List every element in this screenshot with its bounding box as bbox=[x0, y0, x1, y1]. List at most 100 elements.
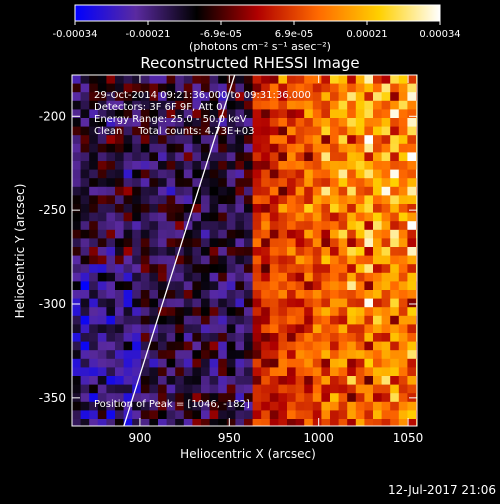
heatmap-cell bbox=[226, 169, 236, 179]
heatmap-cell bbox=[252, 152, 262, 162]
heatmap-cell bbox=[183, 161, 193, 170]
heatmap-cell bbox=[166, 393, 176, 403]
heatmap-cell bbox=[140, 221, 150, 231]
heatmap-cell bbox=[209, 358, 219, 368]
heatmap-cell bbox=[106, 333, 116, 342]
heatmap-cell bbox=[407, 298, 417, 308]
heatmap-cell bbox=[209, 126, 219, 136]
heatmap-cell bbox=[244, 298, 253, 308]
heatmap-cell bbox=[304, 358, 314, 368]
heatmap-cell bbox=[132, 109, 142, 119]
heatmap-cell bbox=[252, 401, 262, 411]
heatmap-cell bbox=[312, 135, 322, 145]
heatmap-cell bbox=[330, 264, 339, 274]
heatmap-cell bbox=[235, 143, 245, 153]
heatmap-cell bbox=[166, 143, 176, 153]
heatmap-cell bbox=[149, 358, 159, 368]
heatmap-cell bbox=[364, 350, 374, 360]
heatmap-cell bbox=[338, 298, 348, 308]
heatmap-cell bbox=[373, 178, 382, 188]
heatmap-cell bbox=[192, 238, 202, 248]
heatmap-cell bbox=[398, 204, 408, 213]
heatmap-cell bbox=[330, 401, 339, 411]
heatmap-cell bbox=[355, 212, 365, 222]
heatmap-cell bbox=[183, 100, 193, 110]
heatmap-cell bbox=[140, 83, 150, 93]
heatmap-cell bbox=[80, 315, 90, 325]
heatmap-cell bbox=[123, 238, 133, 248]
heatmap-cell bbox=[235, 204, 245, 213]
heatmap-cell bbox=[321, 401, 331, 411]
heatmap-cell bbox=[149, 229, 159, 239]
heatmap-cell bbox=[192, 204, 202, 213]
heatmap-cell bbox=[278, 307, 288, 317]
heatmap-cell bbox=[355, 264, 365, 274]
heatmap-cell bbox=[252, 247, 262, 256]
heatmap-cell bbox=[123, 281, 133, 291]
heatmap-cell bbox=[132, 178, 142, 188]
info-energy-range: Energy Range: 25.0 - 50.0 keV bbox=[94, 114, 247, 125]
heatmap-cell bbox=[261, 393, 271, 403]
heatmap-cell bbox=[364, 264, 374, 274]
heatmap-cell bbox=[192, 324, 202, 334]
heatmap-cell bbox=[269, 238, 279, 248]
heatmap-cell bbox=[183, 290, 193, 299]
heatmap-cell bbox=[304, 281, 314, 291]
heatmap-cell bbox=[338, 341, 348, 351]
heatmap-cell bbox=[304, 315, 314, 325]
heatmap-cell bbox=[407, 221, 417, 231]
heatmap-cell bbox=[252, 281, 262, 291]
heatmap-cell bbox=[321, 393, 331, 403]
heatmap-cell bbox=[287, 169, 296, 179]
heatmap-cell bbox=[132, 341, 142, 351]
heatmap-cell bbox=[166, 92, 176, 102]
heatmap-cell bbox=[175, 118, 185, 127]
heatmap-cell bbox=[80, 384, 90, 394]
heatmap-cell bbox=[140, 358, 150, 368]
heatmap-cell bbox=[132, 161, 142, 170]
heatmap-cell bbox=[287, 410, 296, 420]
heatmap-cell bbox=[183, 419, 193, 426]
heatmap-cell bbox=[175, 221, 185, 231]
heatmap-cell bbox=[287, 247, 296, 256]
heatmap-cell bbox=[97, 161, 107, 170]
heatmap-cell bbox=[166, 384, 176, 394]
heatmap-cell bbox=[321, 238, 331, 248]
heatmap-cell bbox=[295, 186, 305, 196]
heatmap-cell bbox=[218, 419, 228, 426]
heatmap-cell bbox=[295, 152, 305, 162]
heatmap-cell bbox=[347, 333, 357, 342]
heatmap-cell bbox=[209, 255, 219, 265]
heatmap-cell bbox=[201, 290, 210, 299]
heatmap-cell bbox=[244, 367, 253, 377]
heatmap-cell bbox=[269, 221, 279, 231]
info-block: 29-Oct-2014 09:21:36.000 to 09:31:36.000… bbox=[94, 90, 311, 137]
heatmap-cell bbox=[166, 195, 176, 205]
heatmap-cell bbox=[80, 367, 90, 377]
heatmap-cell bbox=[209, 384, 219, 394]
heatmap-cell bbox=[97, 298, 107, 308]
heatmap-cell bbox=[312, 298, 322, 308]
heatmap-cell bbox=[235, 195, 245, 205]
heatmap-cell bbox=[183, 247, 193, 256]
plot-frame bbox=[71, 74, 418, 427]
heatmap-cell bbox=[373, 186, 382, 196]
heatmap-cell bbox=[330, 204, 339, 213]
heatmap-cell bbox=[97, 272, 107, 282]
heatmap-cell bbox=[201, 333, 210, 342]
heatmap-cell bbox=[158, 367, 167, 377]
heatmap-cell bbox=[192, 255, 202, 265]
heatmap-cell bbox=[261, 204, 271, 213]
heatmap-cell bbox=[355, 169, 365, 179]
heatmap-cell bbox=[175, 281, 185, 291]
heatmap-cell bbox=[97, 143, 107, 153]
heatmap-cell bbox=[158, 83, 167, 93]
heatmap-cell bbox=[106, 419, 116, 426]
heatmap-cell bbox=[321, 307, 331, 317]
heatmap-cell bbox=[183, 367, 193, 377]
heatmap-cell bbox=[398, 92, 408, 102]
heatmap-cell bbox=[295, 83, 305, 93]
heatmap-cell bbox=[149, 367, 159, 377]
heatmap-cell bbox=[407, 333, 417, 342]
heatmap-cell bbox=[140, 290, 150, 299]
